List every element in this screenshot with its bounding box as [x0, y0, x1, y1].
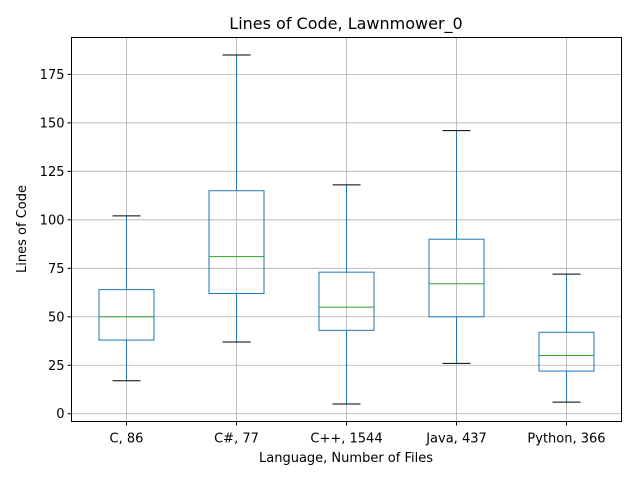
y-tick-label: 150: [40, 116, 65, 131]
y-tick-label: 100: [40, 213, 65, 228]
chart-title: Lines of Code, Lawnmower_0: [229, 14, 462, 34]
y-tick-label: 175: [40, 68, 65, 83]
y-axis-label: Lines of Code: [15, 185, 30, 273]
x-tick-label: Python, 366: [527, 432, 605, 447]
boxes: [98, 54, 595, 405]
iqr-box: [538, 331, 595, 372]
y-tick-label: 0: [56, 407, 64, 422]
iqr-box: [208, 190, 265, 295]
y-tick-label: 50: [48, 310, 65, 325]
x-tick-label: Java, 437: [425, 432, 487, 447]
box-4: [538, 273, 595, 403]
x-tick-label: C, 86: [110, 432, 144, 447]
box-1: [208, 54, 265, 343]
x-axis: C, 86 C#, 77 C++, 1544 Java, 437 Python, 366: [110, 421, 606, 447]
iqr-box: [318, 271, 375, 331]
x-tick-label: C++, 1544: [310, 432, 382, 447]
x-axis-label: Language, Number of Files: [259, 451, 433, 466]
iqr-box: [98, 289, 155, 341]
y-tick-label: 75: [48, 262, 65, 277]
y-axis: 0 25 50 75 100 125 150 175: [40, 68, 72, 422]
box-2: [318, 184, 375, 405]
y-tick-label: 125: [40, 165, 65, 180]
iqr-box: [428, 238, 485, 318]
box-3: [428, 130, 485, 364]
box-0: [98, 215, 155, 382]
x-tick-label: C#, 77: [214, 432, 259, 447]
y-tick-label: 25: [48, 359, 65, 374]
